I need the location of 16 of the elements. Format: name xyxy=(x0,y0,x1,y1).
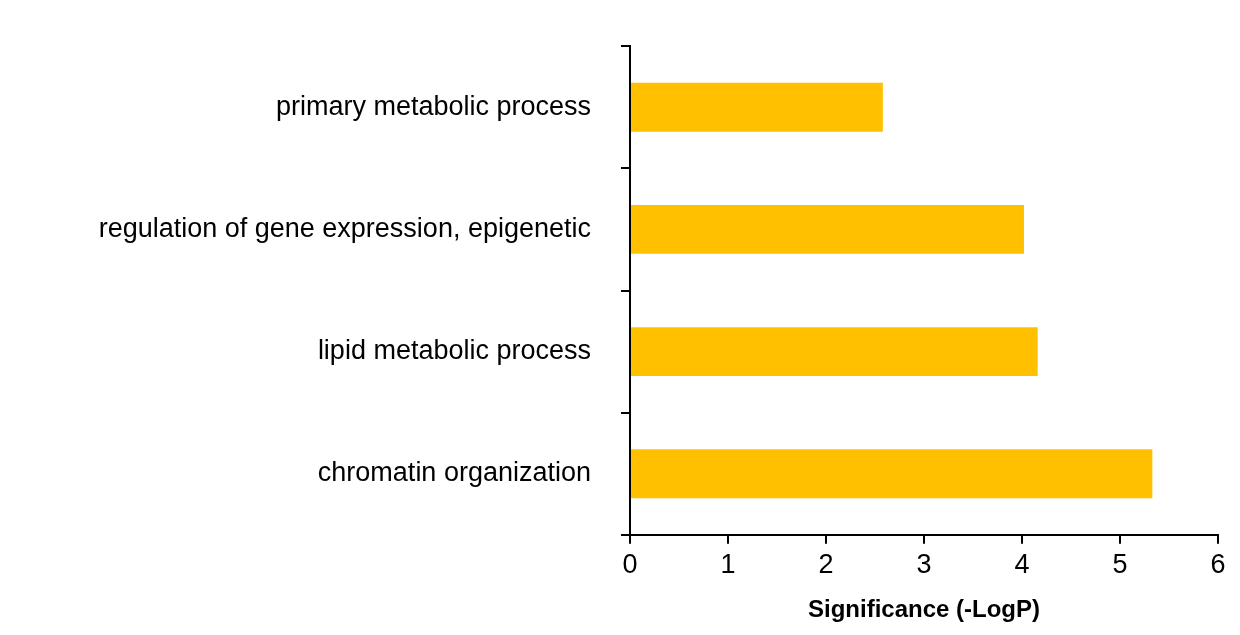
x-tick-label: 1 xyxy=(720,549,736,580)
x-tick-label: 2 xyxy=(818,549,834,580)
x-tick-label: 0 xyxy=(622,549,638,580)
bar xyxy=(631,327,1038,377)
x-tick-label: 4 xyxy=(1014,549,1030,580)
x-tick-label: 5 xyxy=(1112,549,1128,580)
x-axis-title: Significance (-LogP) xyxy=(807,595,1041,623)
bar xyxy=(631,449,1153,499)
y-tick-label: regulation of gene expression, epigenetic xyxy=(98,212,591,243)
bar xyxy=(631,82,883,132)
x-tick-label: 6 xyxy=(1210,549,1226,580)
y-tick-label: primary metabolic process xyxy=(275,90,591,121)
y-tick-label: lipid metabolic process xyxy=(317,335,591,366)
x-tick-label: 3 xyxy=(916,549,932,580)
bar xyxy=(631,205,1024,254)
y-tick-label: chromatin organization xyxy=(317,457,591,488)
